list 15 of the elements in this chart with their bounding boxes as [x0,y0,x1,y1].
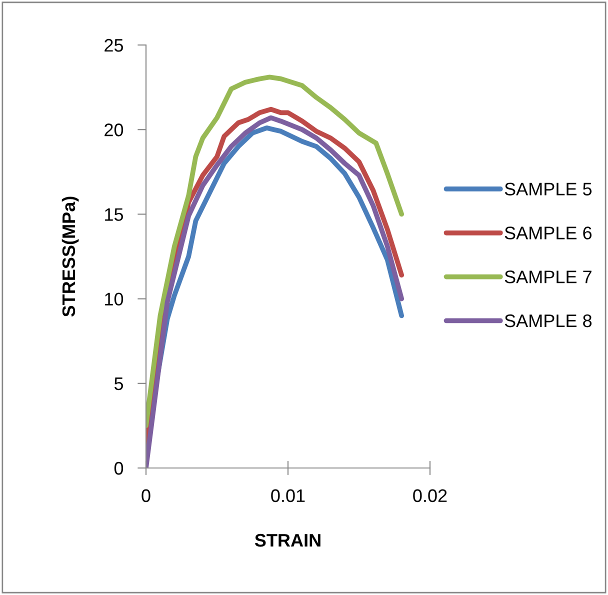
x-axis-title: STRAIN [254,534,320,547]
legend-label: SAMPLE 5 [504,182,592,196]
x-tick-label: 0.02 [413,489,447,502]
y-tick-label: 5 [114,378,124,390]
legend-label: SAMPLE 6 [504,226,592,240]
legend-label: SAMPLE 7 [504,270,592,284]
y-tick-label: 10 [105,292,124,306]
y-tick-label: 15 [105,208,124,221]
legend-label: SAMPLE 8 [504,314,592,328]
y-tick-label: 25 [104,38,124,52]
x-tick-label: 0 [142,489,150,502]
y-axis-title: STRESS(MPa) [62,196,79,317]
x-tick-label: 0.01 [271,489,305,502]
y-tick-label: 0 [114,462,124,475]
y-tick-label: 20 [104,124,124,136]
